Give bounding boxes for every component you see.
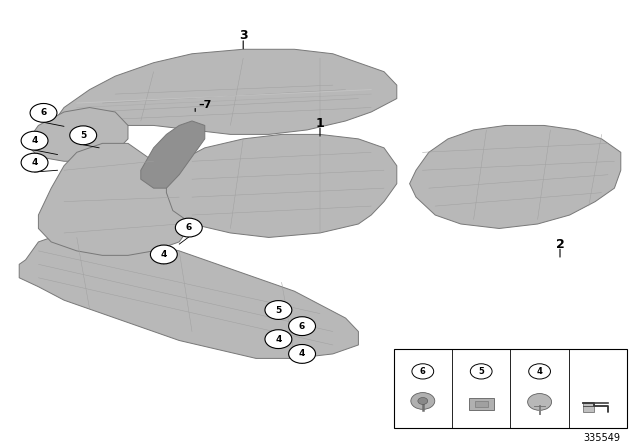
Text: 4: 4 — [299, 349, 305, 358]
Text: 4: 4 — [161, 250, 167, 259]
Circle shape — [470, 364, 492, 379]
Text: 5: 5 — [80, 131, 86, 140]
Polygon shape — [582, 403, 594, 412]
Circle shape — [289, 345, 316, 363]
Circle shape — [412, 364, 434, 379]
FancyBboxPatch shape — [468, 399, 494, 410]
Circle shape — [150, 245, 177, 264]
Circle shape — [21, 131, 48, 150]
Text: 4: 4 — [31, 158, 38, 167]
Text: 6: 6 — [186, 223, 192, 232]
Polygon shape — [141, 121, 205, 188]
Circle shape — [265, 330, 292, 349]
Circle shape — [527, 393, 552, 410]
Polygon shape — [38, 143, 192, 255]
Text: 4: 4 — [275, 335, 282, 344]
Circle shape — [265, 301, 292, 319]
Text: 335549: 335549 — [584, 433, 621, 443]
Text: –7: –7 — [198, 100, 212, 110]
Circle shape — [289, 317, 316, 336]
Circle shape — [418, 397, 428, 405]
Circle shape — [529, 364, 550, 379]
Text: 6: 6 — [420, 367, 426, 376]
Text: 1: 1 — [316, 116, 324, 130]
Text: 2: 2 — [556, 237, 564, 251]
Polygon shape — [51, 49, 397, 134]
FancyBboxPatch shape — [475, 401, 488, 407]
FancyBboxPatch shape — [394, 349, 627, 428]
Polygon shape — [26, 108, 128, 161]
Polygon shape — [166, 134, 397, 237]
Text: 4: 4 — [537, 367, 543, 376]
Text: 6: 6 — [299, 322, 305, 331]
Polygon shape — [19, 233, 358, 358]
Text: 6: 6 — [40, 108, 47, 117]
Circle shape — [175, 218, 202, 237]
Text: 3: 3 — [239, 29, 248, 43]
Circle shape — [21, 153, 48, 172]
Text: 5: 5 — [275, 306, 282, 314]
Polygon shape — [410, 125, 621, 228]
Circle shape — [411, 392, 435, 409]
Circle shape — [70, 126, 97, 145]
Text: 5: 5 — [478, 367, 484, 376]
Text: 4: 4 — [31, 136, 38, 145]
Circle shape — [30, 103, 57, 122]
